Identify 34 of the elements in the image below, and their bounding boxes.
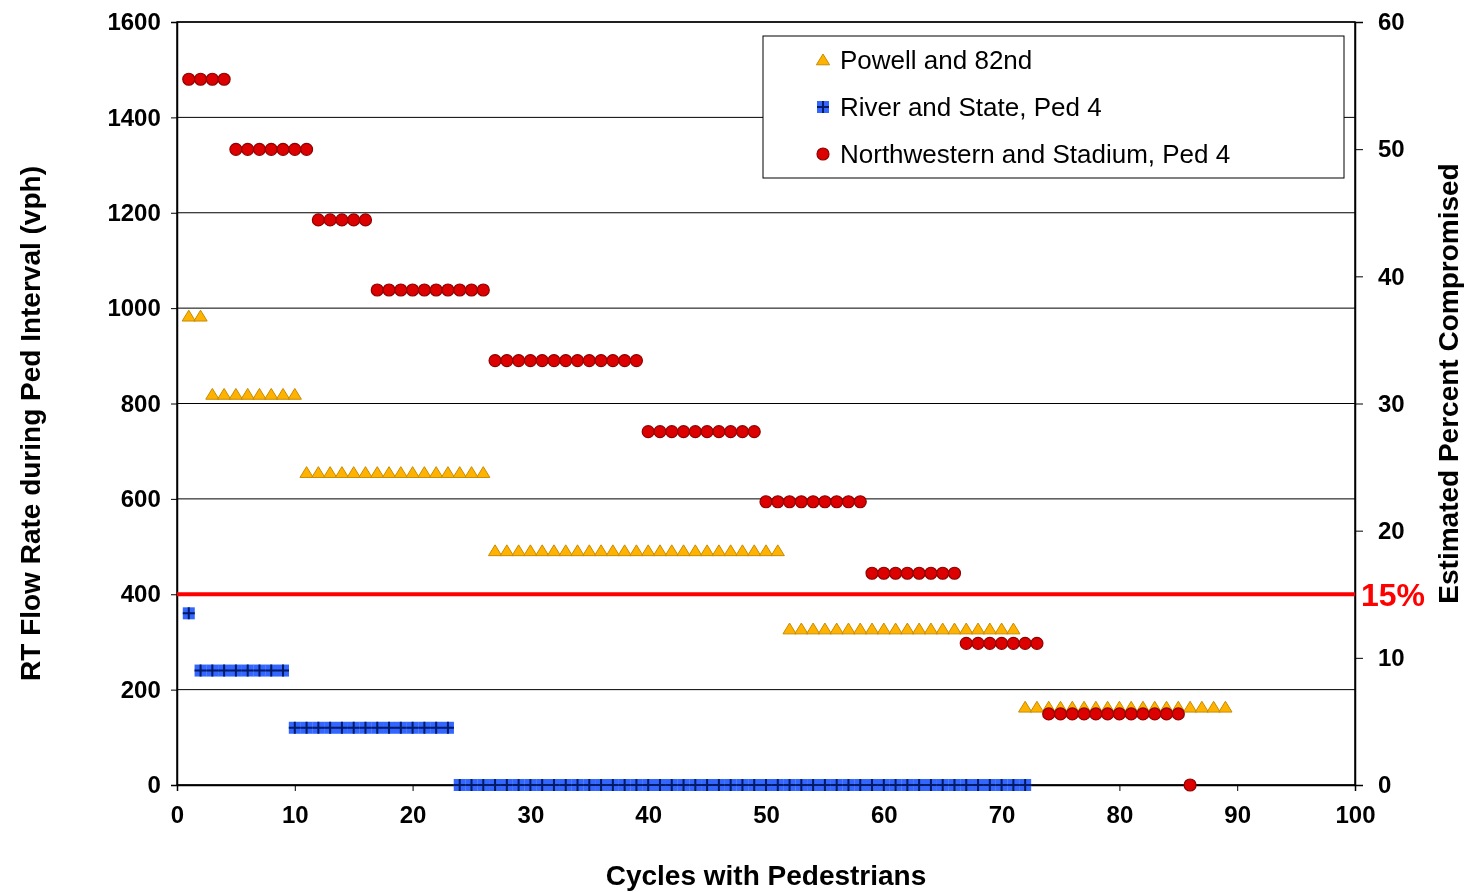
- ref-line-label: 15%: [1361, 577, 1426, 614]
- y2-tick-label: 50: [1378, 135, 1405, 163]
- x-tick-label: 30: [517, 800, 545, 828]
- x-tick-label: 20: [399, 800, 427, 828]
- x-tick-label: 80: [1106, 800, 1134, 828]
- y-tick-label: 1200: [107, 198, 161, 226]
- y-tick-label: 1600: [107, 8, 161, 36]
- legend-label: River and State, Ped 4: [840, 92, 1102, 122]
- y2-tick-label: 10: [1378, 644, 1405, 672]
- x-tick-label: 100: [1335, 800, 1376, 828]
- y2-tick-label: 20: [1378, 516, 1405, 544]
- x-tick-label: 90: [1224, 800, 1252, 828]
- y-tick-label: 800: [120, 389, 161, 417]
- x-axis-title: Cycles with Pedestrians: [605, 860, 927, 891]
- legend-label: Northwestern and Stadium, Ped 4: [840, 139, 1231, 169]
- y-tick-label: 0: [147, 771, 161, 799]
- y-tick-label: 1400: [107, 103, 161, 131]
- x-tick-label: 0: [170, 800, 185, 828]
- x-tick-label: 50: [753, 800, 780, 828]
- y2-axis-title: Estimated Percent Compromised: [1433, 163, 1464, 604]
- y-axis-title: RT Flow Rate during Ped Interval (vph): [15, 166, 46, 681]
- y2-tick-label: 0: [1378, 771, 1392, 799]
- x-tick-label: 70: [988, 800, 1016, 828]
- x-tick-label: 10: [281, 800, 309, 828]
- y2-tick-label: 30: [1378, 389, 1405, 417]
- x-tick-label: 60: [870, 800, 898, 828]
- y-tick-label: 400: [120, 580, 161, 608]
- y2-tick-label: 40: [1378, 262, 1405, 290]
- x-tick-label: 40: [635, 800, 663, 828]
- legend-label: Powell and 82nd: [840, 45, 1033, 75]
- y-tick-label: 1000: [107, 294, 161, 322]
- y-tick-label: 600: [120, 485, 161, 513]
- y-tick-label: 200: [120, 675, 161, 703]
- y2-tick-label: 60: [1378, 8, 1405, 36]
